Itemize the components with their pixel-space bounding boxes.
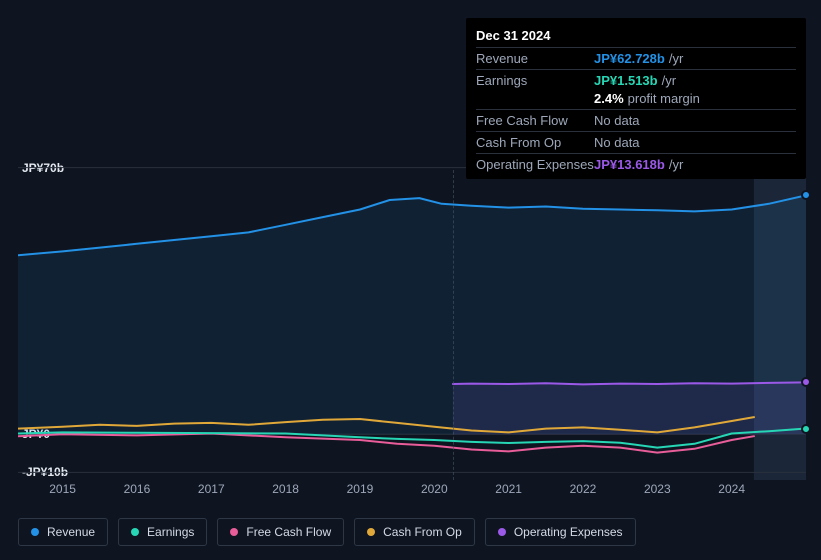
- legend-item-fcf[interactable]: Free Cash Flow: [217, 518, 344, 546]
- x-tick-label: 2022: [570, 482, 597, 496]
- legend-label: Free Cash Flow: [246, 525, 331, 539]
- x-tick-label: 2018: [272, 482, 299, 496]
- legend-dot-icon: [131, 528, 139, 536]
- tooltip-row-label: Operating Expenses: [476, 157, 594, 172]
- legend-label: Operating Expenses: [514, 525, 623, 539]
- revenue-end-marker: [801, 190, 811, 200]
- x-tick-label: 2016: [124, 482, 151, 496]
- legend: Revenue Earnings Free Cash Flow Cash From O…: [18, 518, 636, 546]
- tooltip-row: 2.4% profit margin: [476, 91, 796, 109]
- legend-item-earnings[interactable]: Earnings: [118, 518, 207, 546]
- legend-label: Earnings: [147, 525, 194, 539]
- tooltip-row: Free Cash FlowNo data: [476, 109, 796, 131]
- legend-dot-icon: [367, 528, 375, 536]
- legend-item-revenue[interactable]: Revenue: [18, 518, 108, 546]
- legend-item-cfo[interactable]: Cash From Op: [354, 518, 475, 546]
- tooltip-row: Cash From OpNo data: [476, 131, 796, 153]
- legend-dot-icon: [498, 528, 506, 536]
- legend-label: Revenue: [47, 525, 95, 539]
- tooltip-row-value: JP¥62.728b/yr: [594, 51, 683, 66]
- x-tick-label: 2021: [495, 482, 522, 496]
- tooltip-row-label: Free Cash Flow: [476, 113, 594, 128]
- x-axis: 2015 2016 2017 2018 2019 2020 2021 2022 2023 2024: [18, 482, 806, 500]
- x-tick-label: 2017: [198, 482, 225, 496]
- opex-end-marker: [801, 377, 811, 387]
- tooltip-date: Dec 31 2024: [476, 24, 796, 47]
- earnings-end-marker: [801, 424, 811, 434]
- tooltip-row: Operating ExpensesJP¥13.618b/yr: [476, 153, 796, 175]
- tooltip-row-label: Earnings: [476, 73, 594, 88]
- tooltip-row-label: Revenue: [476, 51, 594, 66]
- legend-item-opex[interactable]: Operating Expenses: [485, 518, 636, 546]
- tooltip-row-label: [476, 91, 594, 106]
- tooltip-row-value: 2.4% profit margin: [594, 91, 700, 106]
- tooltip-row-value: No data: [594, 113, 640, 128]
- x-tick-label: 2020: [421, 482, 448, 496]
- x-tick-label: 2023: [644, 482, 671, 496]
- tooltip-row-value: No data: [594, 135, 640, 150]
- legend-label: Cash From Op: [383, 525, 462, 539]
- x-tick-label: 2024: [718, 482, 745, 496]
- legend-dot-icon: [31, 528, 39, 536]
- x-tick-label: 2015: [49, 482, 76, 496]
- x-tick-label: 2019: [347, 482, 374, 496]
- financials-chart[interactable]: [18, 160, 806, 480]
- tooltip-row-label: Cash From Op: [476, 135, 594, 150]
- tooltip-row-value: JP¥13.618b/yr: [594, 157, 683, 172]
- tooltip-row: RevenueJP¥62.728b/yr: [476, 47, 796, 69]
- tooltip-row: EarningsJP¥1.513b/yr: [476, 69, 796, 91]
- tooltip-row-value: JP¥1.513b/yr: [594, 73, 676, 88]
- legend-dot-icon: [230, 528, 238, 536]
- hover-marker-line: [453, 170, 455, 480]
- data-tooltip: Dec 31 2024 RevenueJP¥62.728b/yrEarnings…: [466, 18, 806, 179]
